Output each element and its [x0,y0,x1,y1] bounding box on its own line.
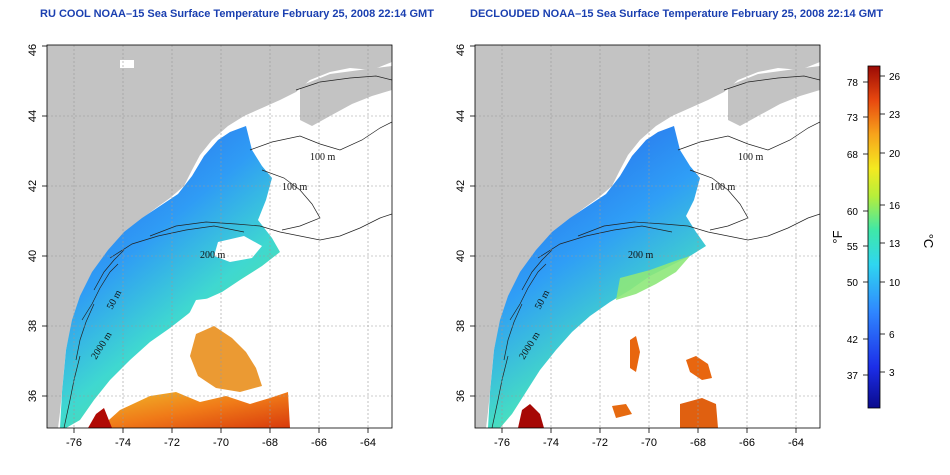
colorbar-c-tick: 6 [889,330,895,341]
temperature-colorbar: 78 73 68 60 55 50 42 37 26 23 20 16 13 1… [830,65,936,409]
colorbar-c-tick: 26 [889,72,901,83]
left-map-sst-warm [100,392,290,428]
right-y-tick: 36 [455,390,467,402]
left-contour-label-3: 200 m [200,250,226,261]
right-map-y-axis: 36 38 40 42 44 46 [455,44,475,402]
colorbar-c-tick: 10 [889,278,901,289]
right-map-title: DECLOUDED NOAA–15 Sea Surface Temperatur… [470,8,884,20]
left-map-y-axis: 36 38 40 42 44 46 [27,44,47,402]
left-map-grid [47,45,392,428]
left-x-tick: -74 [115,437,131,449]
left-map-frame [46,44,393,429]
right-contour-label-2: 100 m [710,182,736,193]
right-y-tick: 44 [455,110,467,122]
left-map-cloud-2 [214,236,262,262]
colorbar-fahrenheit-label: °F [830,230,845,243]
right-x-tick: -66 [739,437,755,449]
right-contour-label-3: 200 m [628,250,654,261]
left-map-panel: 100 m 100 m 200 m 50 m 2000 m [47,45,392,428]
left-contour-label-2: 100 m [282,182,308,193]
colorbar-f-tick: 60 [847,207,859,218]
right-map-x-axis: -76 -74 -72 -70 -68 -66 -64 [494,428,804,449]
colorbar-celsius-label: °C [921,234,936,249]
left-map-nova-scotia [300,66,392,126]
right-map-land [475,45,820,428]
right-x-tick: -72 [592,437,608,449]
right-map-sst-shelf [616,256,690,300]
left-y-tick: 36 [27,390,39,402]
colorbar-f-tick: 68 [847,150,859,161]
right-y-tick: 40 [455,250,467,262]
left-y-tick: 46 [27,44,39,56]
left-x-tick: -76 [66,437,82,449]
right-x-tick: -74 [543,437,559,449]
left-y-tick: 38 [27,320,39,332]
left-map-sst-warm-3 [88,408,112,428]
right-map-sst-warm-patch-1 [630,336,640,372]
right-map-sst-warm-patch-2 [686,356,712,380]
right-y-tick: 42 [455,180,467,192]
left-x-tick: -70 [213,437,229,449]
left-y-tick: 40 [27,250,39,262]
right-x-tick: -70 [641,437,657,449]
colorbar-f-tick: 73 [847,113,859,124]
right-map-sst-warm-patch-4 [612,404,632,418]
left-map-x-axis: -76 -74 -72 -70 -68 -66 -64 [66,428,376,449]
right-y-tick: 38 [455,320,467,332]
colorbar-c-tick: 23 [889,110,901,121]
colorbar-c-tick: 3 [889,368,895,379]
colorbar-f-tick: 50 [847,278,859,289]
colorbar-f-tick: 42 [847,335,859,346]
colorbar-c-tick: 16 [889,201,901,212]
left-map-title: RU COOL NOAA–15 Sea Surface Temperature … [40,8,434,20]
left-y-tick: 42 [27,180,39,192]
colorbar-gradient [867,65,881,409]
right-map-sst-warm-patch-5 [518,404,544,428]
right-x-tick: -68 [690,437,706,449]
right-x-tick: -76 [494,437,510,449]
right-contour-label-1: 100 m [738,152,764,163]
left-map-land [47,45,392,428]
left-x-tick: -64 [360,437,376,449]
right-map-sst-cold [488,126,706,428]
left-map-lake [120,60,134,68]
colorbar-f-tick: 78 [847,78,859,89]
left-x-tick: -72 [164,437,180,449]
colorbar-c-tick: 13 [889,239,901,250]
right-map-grid [475,45,820,428]
right-map-nova-scotia [728,66,820,126]
colorbar-f-tick: 37 [847,371,859,382]
colorbar-f-tick: 55 [847,242,859,253]
right-map-sst-warm-patch-3 [680,398,718,428]
left-map-sst-warm-2 [190,326,262,392]
right-y-tick: 46 [455,44,467,56]
left-y-tick: 44 [27,110,39,122]
left-map-sst-cold [60,126,280,428]
colorbar-c-tick: 20 [889,149,901,160]
left-contour-label-1: 100 m [310,152,336,163]
left-x-tick: -68 [262,437,278,449]
right-map-panel: 100 m 100 m 200 m 50 m 2000 m [475,45,820,428]
right-x-tick: -64 [788,437,804,449]
right-map-frame [474,44,821,429]
left-x-tick: -66 [311,437,327,449]
